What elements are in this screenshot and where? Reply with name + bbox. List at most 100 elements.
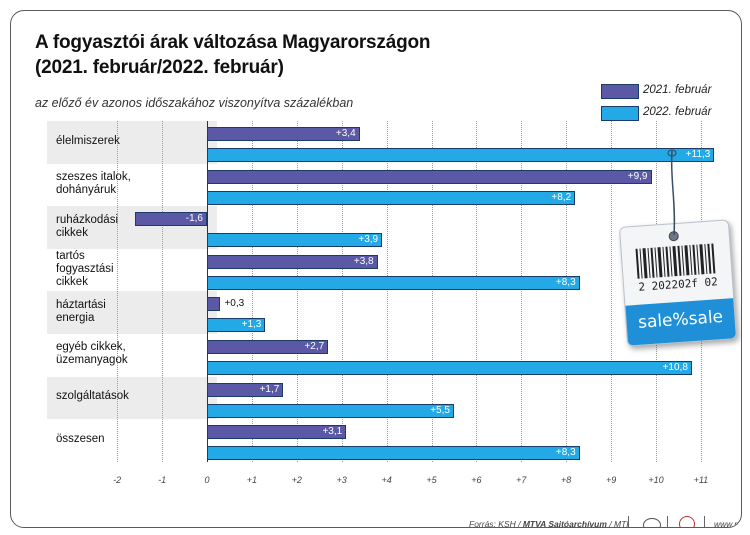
- grid-line: [476, 121, 478, 462]
- category-label-line: szolgáltatások: [56, 390, 129, 403]
- category-label: egyéb cikkek, üzemanyagok: [56, 341, 196, 367]
- data-label: +1,7: [259, 383, 280, 395]
- category-label-line: ruházkodási: [56, 213, 119, 226]
- grid-line: [341, 121, 343, 462]
- data-label: +0,3: [224, 298, 245, 310]
- data-label: +8,2: [551, 191, 572, 203]
- bar-2021: [207, 127, 360, 141]
- category-label-line: fogyasztási: [56, 262, 114, 275]
- data-label: +3,1: [322, 426, 343, 438]
- grid-line: [566, 121, 568, 462]
- grid-line: [162, 121, 164, 462]
- bar-2022: [207, 190, 576, 205]
- data-label: +3,8: [353, 255, 374, 267]
- infographic-frame: A fogyasztói árak változása Magyarország…: [10, 10, 742, 528]
- sale-price-tag-illustration: 2 202202f 02 sale%sale: [618, 219, 738, 347]
- bar-2021: [207, 169, 652, 184]
- data-label: +10,8: [662, 362, 688, 373]
- category-label-line: tartós: [56, 249, 85, 262]
- data-label: +9,9: [627, 170, 648, 182]
- bar-2021: [207, 425, 347, 440]
- legend-label-2021: 2021. február: [643, 84, 712, 96]
- data-label: -1,6: [185, 213, 203, 225]
- website-link[interactable]: www.mti.hu: [714, 519, 742, 528]
- category-label: szolgáltatások: [56, 390, 196, 403]
- bar-2021: [207, 297, 221, 312]
- bar-2022: [207, 403, 454, 418]
- source-credit: Forrás: KSH / MTVA Sajtóarchívum / MTI: [469, 519, 629, 528]
- category-label-line: egyéb cikkek,: [56, 341, 126, 354]
- bar-2021: [207, 340, 329, 354]
- category-label: ruházkodási cikkek: [56, 214, 196, 240]
- grid-line: [117, 121, 119, 462]
- bar-2022: [207, 318, 266, 333]
- legend-swatch-2021: [601, 84, 639, 99]
- x-tick-label: -1: [158, 475, 167, 485]
- mti-logo-icon: [643, 518, 661, 527]
- mtva-logo-icon: [679, 516, 695, 527]
- source-suffix: / MTI: [606, 519, 629, 528]
- category-band: [47, 291, 217, 334]
- data-label: +8,3: [555, 447, 576, 459]
- category-label: élelmiszerek: [56, 135, 196, 148]
- legend-swatch-2022: [601, 106, 639, 121]
- category-label-line: élelmiszerek: [56, 134, 120, 147]
- tag-string-icon: [667, 149, 677, 236]
- x-tick-label: +8: [561, 475, 572, 485]
- bar-2022: [207, 361, 692, 375]
- x-tick-label: +5: [426, 475, 437, 485]
- chart-title-line-1: A fogyasztói árak változása Magyarország…: [35, 32, 431, 53]
- x-tick-label: +7: [516, 475, 527, 485]
- bar-2022: [207, 446, 580, 461]
- x-tick-label: +6: [471, 475, 482, 485]
- data-label: +3,4: [335, 128, 356, 139]
- category-band: [47, 121, 217, 164]
- source-prefix: Forrás: KSH /: [469, 519, 523, 528]
- x-tick-label: +9: [605, 475, 617, 485]
- x-tick-label: 0: [204, 475, 210, 485]
- category-label-line: szeszes italok,: [56, 170, 131, 183]
- grid-line: [251, 121, 253, 462]
- data-label: +3,9: [358, 234, 379, 246]
- data-label: +11,3: [685, 149, 711, 160]
- x-tick-label: -2: [113, 475, 122, 485]
- bar-2021: [135, 212, 207, 227]
- chart-title-line-2: (2021. február/2022. február): [35, 57, 284, 78]
- category-band: [47, 376, 217, 420]
- grid-line: [386, 121, 388, 462]
- bar-2021: [207, 254, 378, 269]
- category-label: szeszes italok, dohányáruk: [56, 171, 196, 197]
- data-label: +1,3: [241, 319, 262, 331]
- footer-separator: [704, 516, 705, 527]
- footer-separator: [667, 516, 668, 527]
- grid-line: [521, 121, 523, 462]
- x-tick-label: +1: [246, 475, 258, 485]
- category-label-line: dohányáruk: [56, 183, 117, 196]
- x-tick-label: +11: [693, 475, 709, 485]
- data-label: +8,3: [555, 276, 576, 288]
- category-label-line: háztartási: [56, 298, 106, 311]
- x-tick-label: +3: [336, 475, 347, 485]
- data-label: +5,5: [430, 404, 450, 416]
- x-tick-label: +2: [291, 475, 302, 485]
- grid-line: [207, 121, 208, 462]
- grid-line: [611, 121, 613, 462]
- bar-2022: [207, 275, 580, 290]
- bar-2022: [207, 148, 715, 162]
- x-tick-label: +10: [648, 475, 664, 485]
- chart-subtitle: az előző év azonos időszakához viszonyít…: [35, 96, 354, 110]
- grid-line: [296, 121, 298, 462]
- legend-label-2022: 2022. február: [643, 106, 712, 118]
- footer-separator: [628, 516, 629, 527]
- category-label-line: összesen: [56, 433, 105, 445]
- category-label: összesen: [56, 433, 196, 446]
- x-tick-label: +4: [381, 475, 392, 485]
- source-archive: MTVA Sajtóarchívum: [522, 519, 607, 528]
- category-label-line: cikkek: [56, 275, 88, 288]
- category-label-line: üzemanyagok: [56, 354, 128, 367]
- bar-2021: [207, 382, 284, 397]
- barcode-icon: [635, 243, 716, 279]
- category-label-line: cikkek: [56, 226, 88, 239]
- grid-line: [431, 121, 433, 462]
- category-label: tartós fogyasztási cikkek: [56, 250, 196, 289]
